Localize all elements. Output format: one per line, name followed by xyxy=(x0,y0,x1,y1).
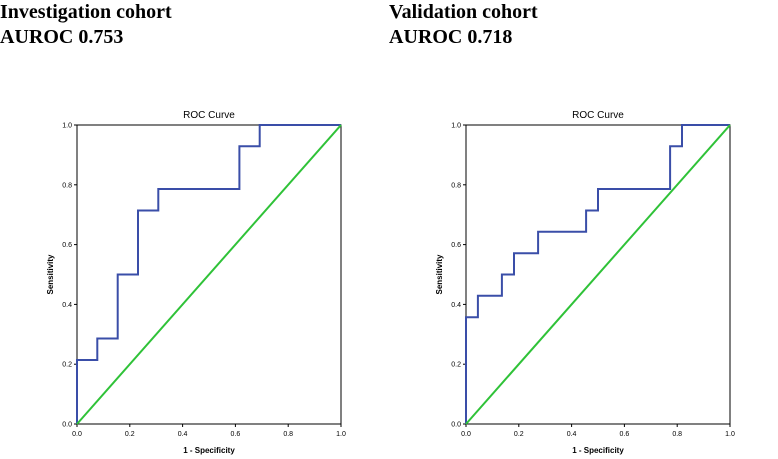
y-tick-label: 0.8 xyxy=(62,182,72,189)
chart-panel-investigation: Investigation cohort AUROC 0.753 ROC Cur… xyxy=(0,0,346,455)
chart-title: ROC Curve xyxy=(572,110,624,121)
y-tick-label: 0.4 xyxy=(62,302,72,309)
y-axis-label: Sensitivity xyxy=(46,254,55,295)
roc-chart: ROC Curve 0.0 0.2 0.4 0.6 0.8 1.0 0.0 0.2 0.4 0.6 0… xyxy=(435,110,735,455)
y-tick-label: 0.4 xyxy=(451,302,461,309)
cohort-heading: Investigation cohort xyxy=(0,1,172,23)
x-tick-label: 0.8 xyxy=(283,431,293,438)
y-tick-label: 0.0 xyxy=(451,422,461,429)
x-tick-label: 0.0 xyxy=(72,431,82,438)
y-axis-label: Sensitivity xyxy=(435,254,444,295)
x-tick-label: 0.6 xyxy=(231,431,241,438)
x-tick-label: 1.0 xyxy=(725,431,735,438)
x-tick-label: 0.0 xyxy=(461,431,471,438)
y-tick-label: 0.6 xyxy=(451,242,461,249)
chart-panel-validation: Validation cohort AUROC 0.718 ROC Curve 0… xyxy=(389,0,778,459)
heading-block: Validation cohort AUROC 0.718 xyxy=(389,0,538,50)
y-tick-label: 0.0 xyxy=(62,422,72,429)
x-tick-label: 0.2 xyxy=(125,431,135,438)
roc-chart: ROC Curve 0.0 0.2 0.4 0.6 0.8 1.0 0.0 0.2 0.4 0.6 0… xyxy=(46,110,346,455)
reference-line xyxy=(76,124,342,425)
x-axis-label: 1 - Specificity xyxy=(572,446,624,455)
y-tick-label: 1.0 xyxy=(62,123,72,130)
plot-frame xyxy=(76,124,342,425)
heading-block: Investigation cohort AUROC 0.753 xyxy=(0,0,172,50)
x-tick-label: 0.4 xyxy=(178,431,188,438)
auroc-label: AUROC 0.718 xyxy=(389,26,513,48)
y-tick-label: 0.2 xyxy=(62,362,72,369)
x-tick-label: 0.8 xyxy=(672,431,682,438)
auroc-label: AUROC 0.753 xyxy=(0,26,124,48)
x-axis-label: 1 - Specificity xyxy=(183,446,235,455)
x-tick-label: 0.4 xyxy=(567,431,577,438)
reference-line xyxy=(465,124,731,425)
chart-title: ROC Curve xyxy=(183,110,235,121)
y-tick-label: 0.6 xyxy=(62,242,72,249)
roc-curve xyxy=(465,124,730,424)
plot-frame xyxy=(465,124,731,425)
x-tick-label: 0.6 xyxy=(620,431,630,438)
y-tick-label: 1.0 xyxy=(451,123,461,130)
y-tick-label: 0.8 xyxy=(451,182,461,189)
cohort-heading: Validation cohort xyxy=(389,1,538,23)
y-tick-label: 0.2 xyxy=(451,362,461,369)
x-tick-label: 0.2 xyxy=(514,431,524,438)
roc-curve xyxy=(76,124,341,424)
x-tick-label: 1.0 xyxy=(336,431,346,438)
